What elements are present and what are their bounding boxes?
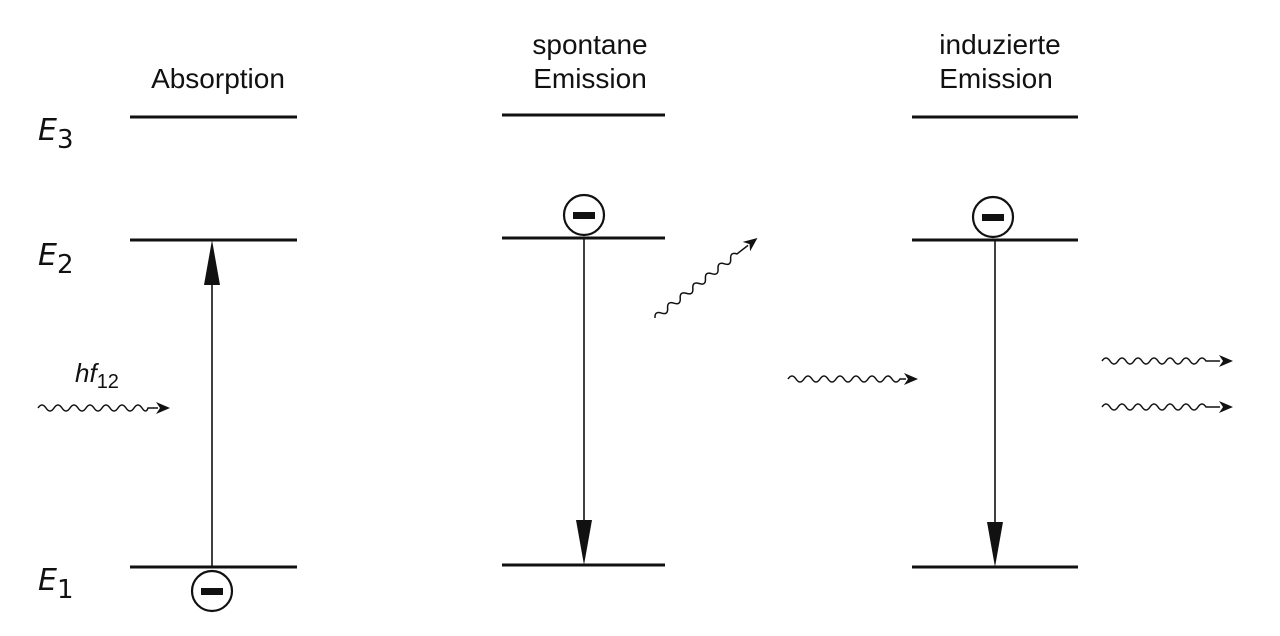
panel-absorption-title: Absorption — [151, 63, 285, 94]
panel-spontaneous-title-line1: spontane — [532, 29, 647, 60]
outgoing-photon-wave-top — [1101, 357, 1220, 365]
panel-spontaneous-title-line2: Emission — [533, 63, 647, 94]
spontaneous-arrowhead-down — [576, 520, 592, 565]
outgoing-photon-wave-bottom — [1101, 403, 1220, 411]
incoming-photon-wave-absorption — [37, 404, 158, 412]
photon-energy-label: hf12 — [75, 358, 119, 393]
emitted-photon-spontaneous — [654, 237, 758, 319]
outgoing-photon-arrowhead-bottom — [1219, 401, 1233, 413]
label-e2: E2 — [38, 238, 74, 280]
panel-absorption: Absorption hf12 — [37, 63, 297, 613]
stimulated-arrowhead-down — [987, 522, 1003, 567]
panel-stimulated-title-line1: induzierte — [939, 29, 1060, 60]
electron-absorption — [190, 569, 234, 613]
electron-spontaneous — [562, 193, 606, 237]
absorption-arrowhead-up — [204, 240, 220, 285]
panel-stimulated-title-line2: Emission — [939, 63, 1053, 94]
outgoing-photon-arrowhead-top — [1219, 355, 1233, 367]
electron-stimulated — [971, 195, 1015, 239]
incoming-photon-arrowhead-stimulated — [904, 373, 918, 385]
incoming-photon-wave-stimulated — [787, 375, 906, 383]
label-e3: E3 — [38, 113, 74, 155]
label-e1: E1 — [38, 563, 74, 605]
panel-spontaneous-emission: spontane Emission — [502, 29, 758, 567]
panel-stimulated-emission: induzierte Emission — [787, 29, 1233, 569]
incoming-photon-arrowhead-absorption — [156, 402, 170, 414]
